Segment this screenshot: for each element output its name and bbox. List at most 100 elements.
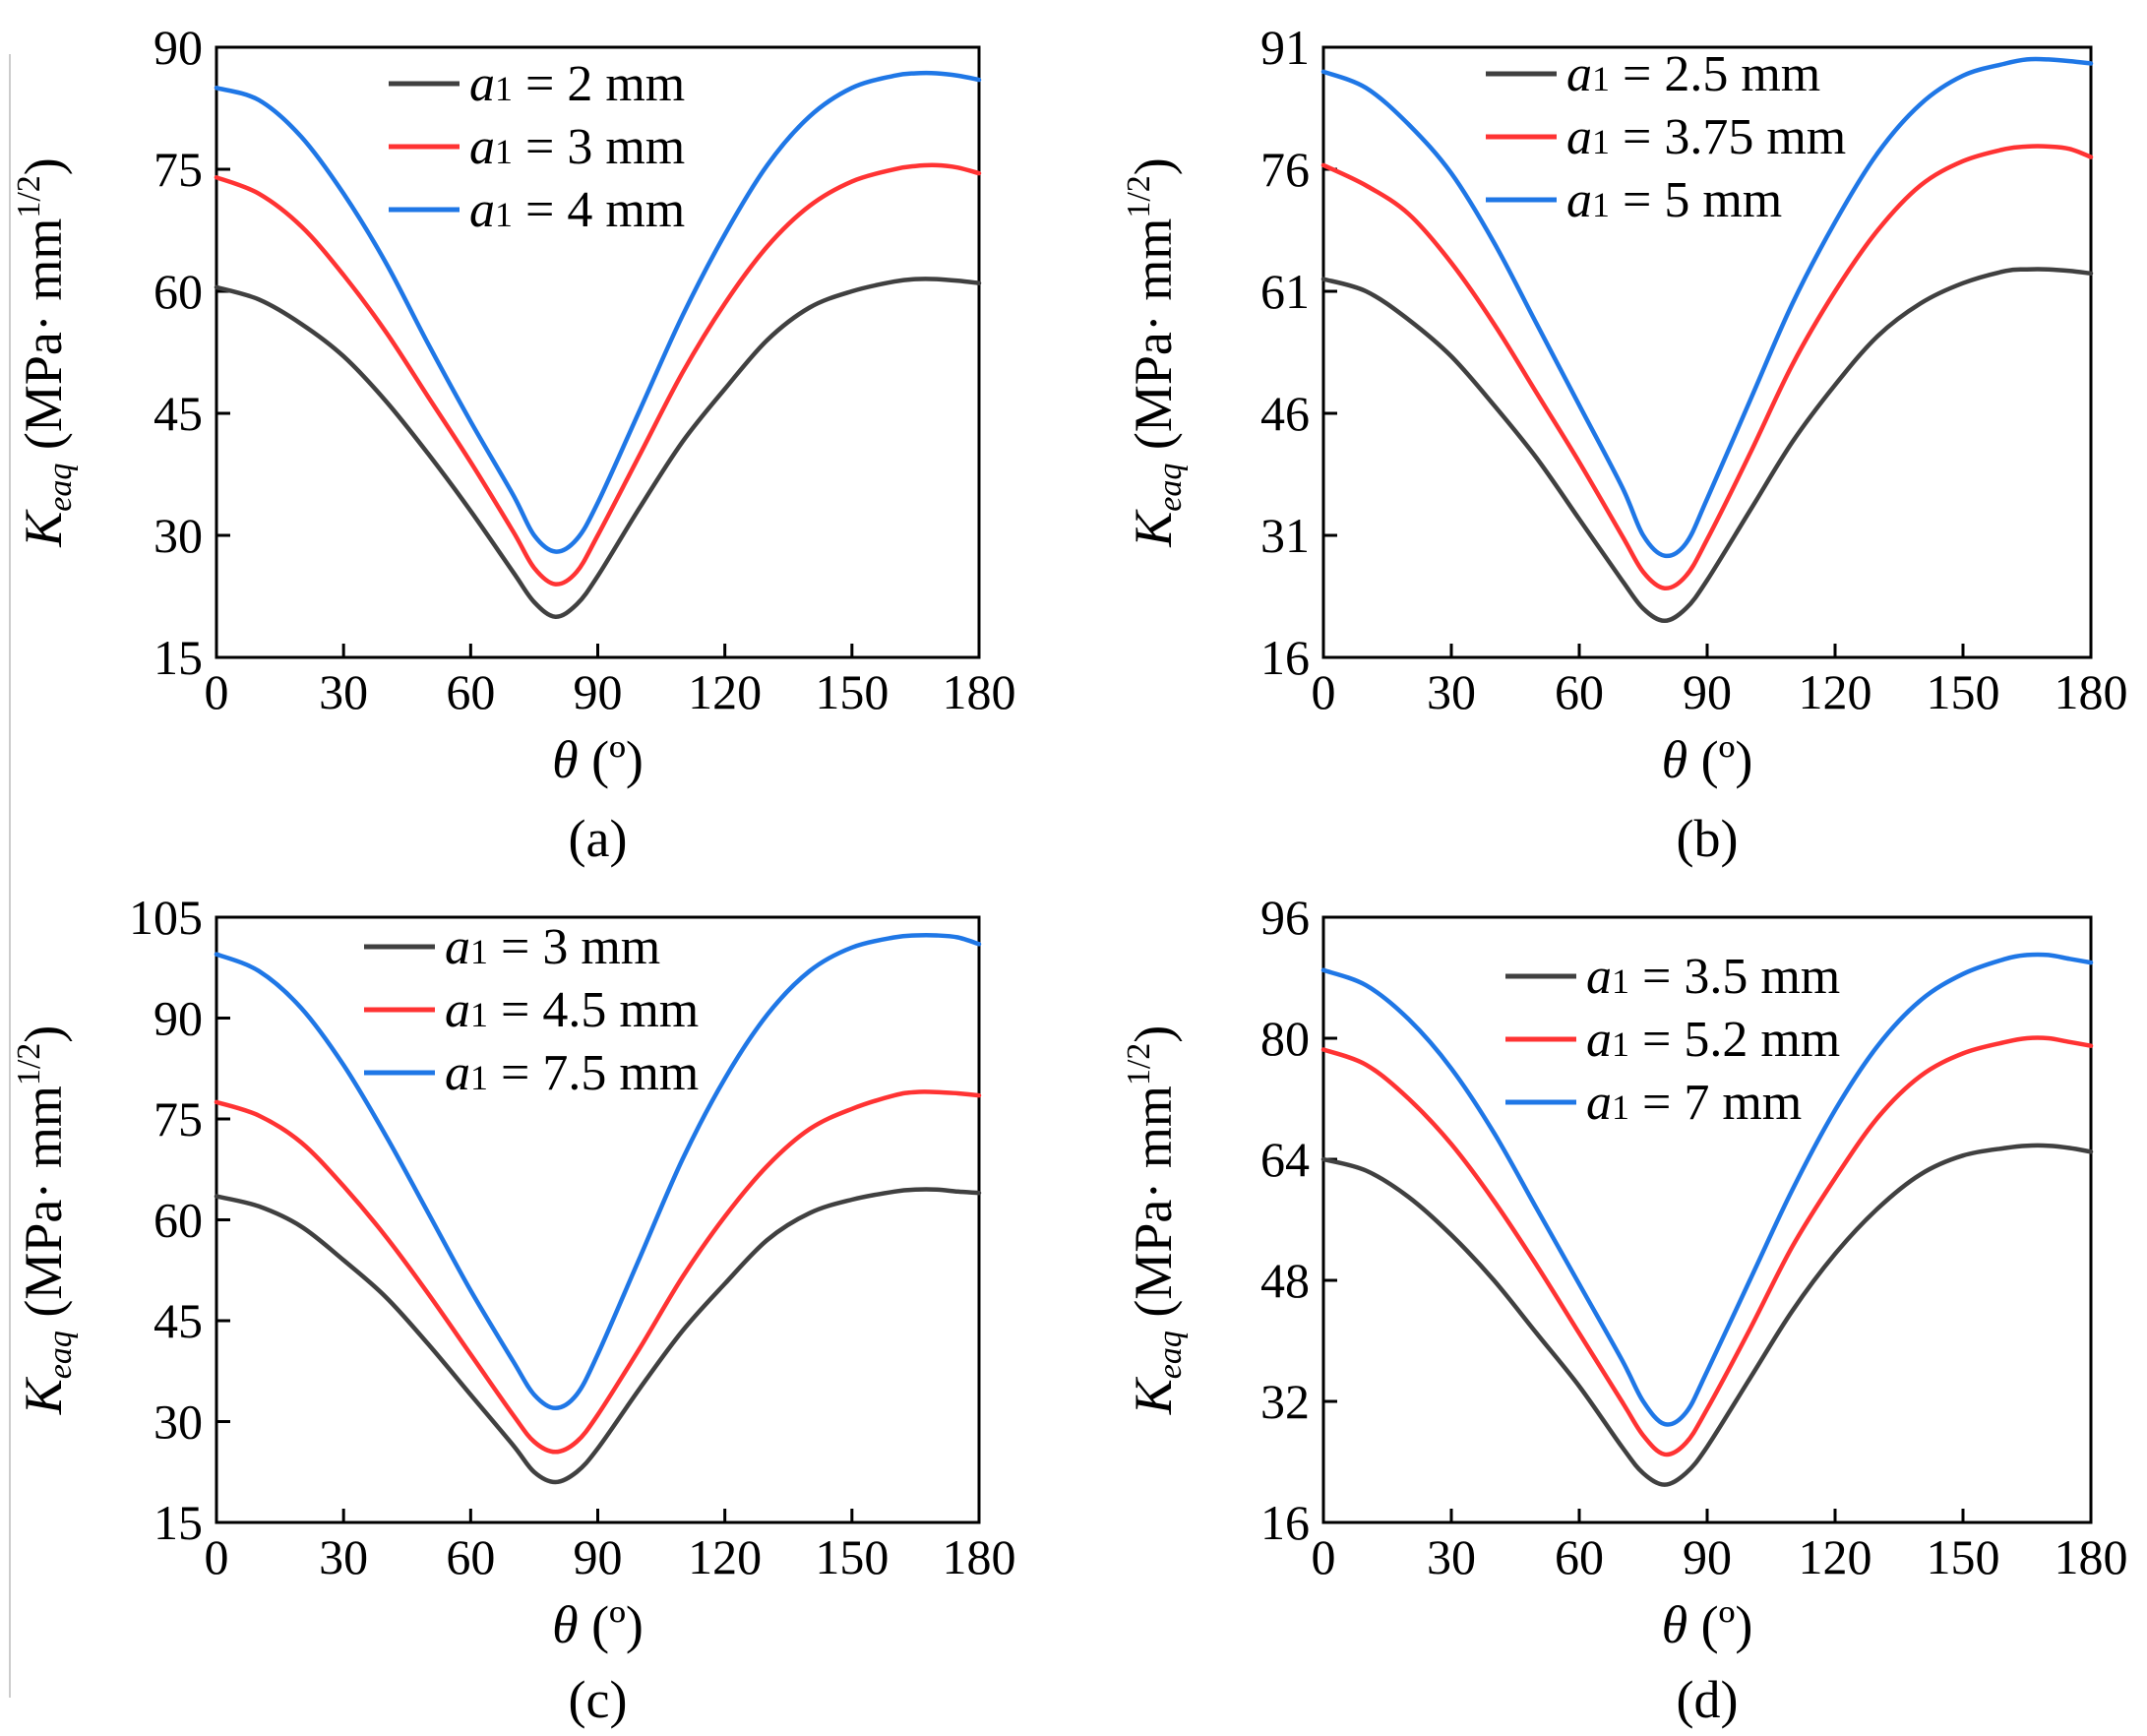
x-tick-label-a: 0 [205, 664, 229, 719]
series-line-b-1 [1320, 267, 2094, 624]
x-tick-label-d: 120 [1799, 1529, 1872, 1584]
y-axis-symbol: K [1124, 509, 1183, 548]
y-axis-superscript: 1/2 [1121, 1043, 1157, 1085]
x-axis-symbol: θ [552, 730, 579, 789]
y-tick-label-d: 96 [1260, 890, 1310, 945]
y-axis-unit: (MPa· mm [1124, 1085, 1183, 1331]
x-tick-label-a: 180 [943, 664, 1016, 719]
legend-value: 5 mm [1664, 172, 1782, 228]
panel-caption-b: (b) [1677, 809, 1739, 868]
y-tick-label-d: 32 [1260, 1374, 1310, 1429]
x-tick-label-a: 120 [688, 664, 762, 719]
legend-label-d-3: a1 = 7 mm [1586, 1075, 1802, 1131]
legend-label-a-3: a1 = 4 mm [469, 182, 685, 238]
x-tick-label-a: 30 [319, 664, 368, 719]
x-axis-title-d: θ (º) [1662, 1595, 1753, 1654]
x-axis-unit: (º) [1687, 730, 1752, 789]
legend-value: 3 mm [542, 919, 660, 975]
legend-label-b-2: a1 = 3.75 mm [1566, 109, 1846, 165]
x-tick-label-d: 0 [1312, 1529, 1336, 1584]
y-axis-title-c: Keaq (MPa· mm1/2) [11, 1025, 79, 1416]
x-tick-label-d: 90 [1683, 1529, 1732, 1584]
y-tick-label-a: 60 [153, 264, 203, 319]
x-tick-label-b: 150 [1927, 664, 2000, 719]
y-tick-label-d: 48 [1260, 1253, 1310, 1308]
y-axis-symbol: K [1124, 1376, 1183, 1415]
x-tick-label-d: 30 [1427, 1529, 1476, 1584]
x-tick-label-c: 120 [688, 1529, 762, 1584]
series-line-a-1 [214, 277, 982, 619]
x-tick-label-c: 30 [319, 1529, 368, 1584]
y-axis-subscript: eaq [1152, 1331, 1189, 1379]
x-tick-label-b: 30 [1427, 664, 1476, 719]
legend-label-b-3: a1 = 5 mm [1566, 172, 1782, 228]
chart-d: 0 30 60 90 120 150 180 16 32 48 64 80 96 θ (º) Keaq (M… [1121, 890, 2128, 1729]
y-axis-subscript: eaq [42, 464, 79, 512]
y-axis-unit: (MPa· mm [1124, 218, 1183, 464]
y-tick-label-b: 46 [1260, 386, 1310, 441]
y-tick-label-d: 64 [1260, 1132, 1310, 1187]
x-tick-label-b: 90 [1683, 664, 1732, 719]
x-tick-label-b: 0 [1312, 664, 1336, 719]
y-tick-label-c: 30 [153, 1395, 203, 1450]
legend-label-c-3: a1 = 7.5 mm [445, 1045, 699, 1101]
y-axis-title-d: Keaq (MPa· mm1/2) [1121, 1025, 1189, 1416]
y-axis-close: ) [14, 1025, 73, 1043]
series-line-b-3 [1320, 56, 2094, 559]
y-tick-label-d: 80 [1260, 1011, 1310, 1066]
panel-caption-c: (c) [569, 1670, 628, 1729]
legend-value: 4 mm [567, 182, 685, 238]
x-axis-unit: (º) [579, 1595, 644, 1654]
y-tick-label-d: 16 [1260, 1495, 1310, 1550]
x-tick-label-c: 150 [815, 1529, 889, 1584]
series-line-c-3 [214, 932, 982, 1411]
y-tick-label-b: 76 [1260, 142, 1310, 197]
x-axis-title-a: θ (º) [552, 730, 644, 789]
y-tick-label-c: 45 [153, 1293, 203, 1348]
series-line-c-2 [214, 1089, 982, 1455]
y-tick-label-a: 75 [153, 142, 203, 197]
x-tick-label-b: 60 [1555, 664, 1604, 719]
legend-value: 2.5 mm [1664, 46, 1820, 102]
y-tick-label-a: 90 [153, 20, 203, 75]
x-tick-label-c: 180 [943, 1529, 1016, 1584]
y-axis-close: ) [1124, 1025, 1183, 1043]
y-axis-title-a: Keaq (MPa· mm1/2) [11, 157, 79, 548]
series-line-d-3 [1320, 952, 2094, 1427]
x-axis-unit: (º) [1687, 1595, 1752, 1654]
chart-c: 0 30 60 90 120 150 180 15 30 45 60 75 90 105 θ (º) Keaq… [11, 890, 1016, 1729]
legend-label-c-2: a1 = 4.5 mm [445, 982, 699, 1038]
x-axis-title-c: θ (º) [552, 1595, 644, 1654]
series-line-d-1 [1320, 1143, 2094, 1487]
y-axis-superscript: 1/2 [11, 175, 47, 217]
y-tick-label-b: 31 [1260, 508, 1310, 563]
x-tick-label-c: 0 [205, 1529, 229, 1584]
y-axis-symbol: K [14, 1376, 73, 1415]
series-line-a-3 [214, 70, 982, 554]
legend-value: 5.2 mm [1684, 1012, 1840, 1068]
legend-value: 2 mm [567, 56, 685, 112]
x-tick-label-d: 180 [2055, 1529, 2128, 1584]
x-tick-label-d: 60 [1555, 1529, 1604, 1584]
series-line-c-1 [214, 1187, 982, 1485]
y-axis-superscript: 1/2 [1121, 175, 1157, 217]
x-tick-label-d: 150 [1927, 1529, 2000, 1584]
y-tick-label-b: 61 [1260, 264, 1310, 319]
y-tick-label-b: 91 [1260, 20, 1310, 75]
x-axis-symbol: θ [1662, 730, 1688, 789]
legend-value: 7 mm [1684, 1075, 1802, 1131]
legend-label-a-1: a1 = 2 mm [469, 56, 685, 112]
y-tick-label-c: 60 [153, 1193, 203, 1248]
legend-value: 3.75 mm [1664, 109, 1846, 165]
legend-label-a-2: a1 = 3 mm [469, 119, 685, 175]
x-axis-symbol: θ [1662, 1595, 1688, 1654]
y-tick-label-c: 15 [153, 1495, 203, 1550]
series-line-b-2 [1320, 144, 2094, 590]
y-axis-close: ) [14, 157, 73, 175]
x-tick-label-b: 180 [2055, 664, 2128, 719]
legend-value: 4.5 mm [542, 982, 699, 1038]
y-tick-label-a: 30 [153, 508, 203, 563]
y-tick-label-c: 75 [153, 1091, 203, 1147]
x-axis-symbol: θ [552, 1595, 579, 1654]
